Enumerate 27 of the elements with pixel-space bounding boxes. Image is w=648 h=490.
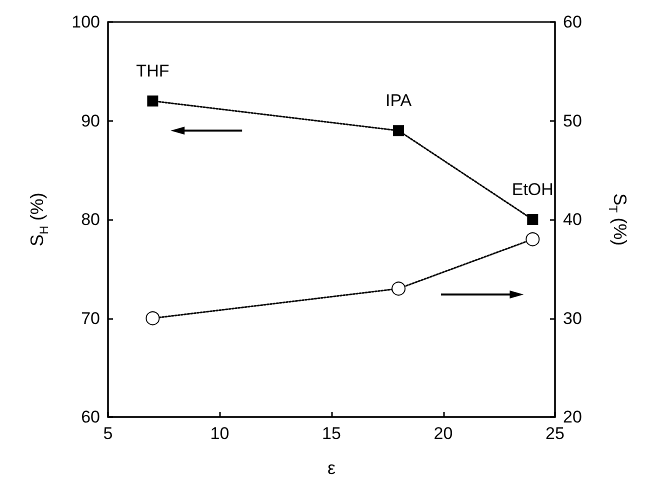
x-tick-label: 15 (322, 424, 341, 443)
x-tick-label: 20 (434, 424, 453, 443)
annotation: EtOH (512, 180, 554, 199)
y-tick-label: 100 (72, 12, 100, 32)
point (147, 96, 158, 106)
point (527, 214, 538, 225)
y-tick-label: 70 (81, 308, 100, 328)
y2-tick-label: 60 (563, 12, 582, 32)
y2-axis-title: ST (%) (606, 193, 630, 246)
annotation: THF (136, 62, 170, 80)
x-tick-label: 5 (103, 424, 113, 443)
annotation: IPA (385, 91, 412, 110)
point (526, 232, 540, 246)
y-axis-title: SH (%) (27, 192, 51, 246)
y2-tick-label: 50 (563, 111, 582, 130)
y-tick-label: 90 (81, 111, 100, 130)
y2-tick-label: 30 (563, 308, 582, 328)
y2-tick-label: 20 (563, 408, 582, 426)
point (392, 282, 406, 296)
y-tick-label: 80 (81, 210, 100, 229)
y-tick-label: 60 (81, 408, 100, 426)
y2-tick-label: 40 (563, 210, 582, 229)
point (146, 311, 160, 326)
x-tick-label: 25 (546, 424, 564, 443)
x-tick-label: 10 (210, 424, 230, 443)
x-axis-title: ε (327, 458, 336, 478)
point (393, 125, 404, 136)
